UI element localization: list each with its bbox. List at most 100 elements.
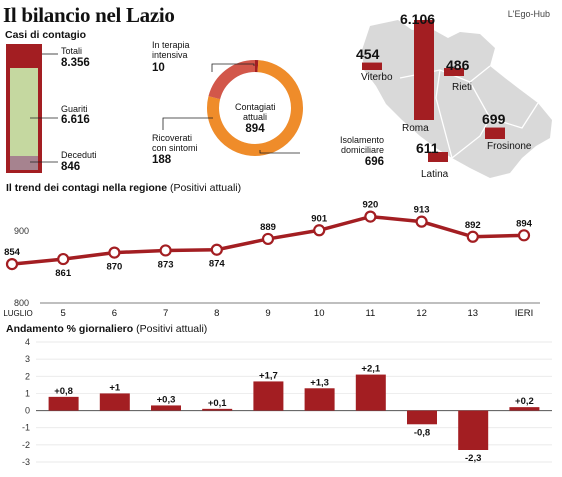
trend-category-8: 12	[416, 308, 427, 319]
trend-point-1	[57, 252, 70, 266]
terapia-label-1: In terapia	[152, 40, 190, 50]
map-bar-frosinone	[485, 127, 505, 139]
daily-ytick-6: -2	[22, 440, 30, 450]
trend-data-label-8: 913	[414, 205, 430, 216]
trend-category-5: 9	[265, 308, 270, 319]
daily-ytick-3: 1	[25, 388, 30, 398]
trend-point-5	[261, 232, 275, 246]
map-name-viterbo: Viterbo	[361, 72, 393, 83]
trend-category-1: 5	[61, 308, 66, 319]
map-bar-latina	[428, 151, 448, 162]
daily-data-label-9: +0,2	[515, 396, 534, 407]
totali-label: Totali	[61, 46, 83, 56]
daily-data-label-8: -2,3	[465, 453, 481, 464]
ricoverati-label-1: Ricoverati	[152, 133, 193, 143]
brand-credit: L'Ego-Hub	[507, 9, 550, 19]
isolamento-value: 696	[364, 156, 384, 168]
donut-center-line2: attuali	[242, 112, 268, 122]
trend-point-10	[517, 229, 531, 242]
map-bar-roma	[414, 20, 434, 120]
map-bars	[362, 20, 505, 162]
trend-data-label-9: 892	[465, 220, 481, 231]
trend-category-2: 6	[112, 308, 117, 319]
trend-category-6: 10	[314, 308, 325, 319]
daily-title: Andamento % giornaliero (Positivi attual…	[6, 323, 208, 335]
trend-category-7: 11	[365, 308, 375, 319]
daily-data-label-6: +2,1	[361, 364, 380, 375]
trend-line-chart: 800 900 854 LUGLIO 861 5 870 6 873 7 874 8 889 9 901 10…	[3, 200, 540, 319]
map-name-rieti: Rieti	[452, 82, 473, 93]
daily-bar-1	[99, 393, 130, 411]
map-name-roma: Roma	[402, 123, 429, 134]
trend-data-label-7: 920	[362, 200, 378, 211]
casi-bar	[6, 44, 58, 173]
ricoverati-value: 188	[152, 154, 172, 166]
trend-category-10: IERI	[515, 308, 533, 319]
trend-ytick-0: 800	[14, 298, 29, 308]
trend-point-9	[466, 230, 479, 243]
trend-category-9: 13	[468, 308, 479, 319]
terapia-value: 10	[152, 62, 165, 74]
trend-data-label-6: 901	[311, 213, 328, 224]
donut-center-value: 894	[245, 123, 265, 135]
daily-data-label-5: +1,3	[310, 377, 329, 388]
trend-point-2	[108, 246, 121, 259]
daily-ytick-0: 4	[25, 337, 30, 347]
page-title: Il bilancio nel Lazio	[3, 3, 175, 27]
trend-data-label-10: 894	[516, 218, 533, 229]
trend-point-7	[364, 210, 377, 223]
totali-value: 8.356	[61, 57, 90, 69]
daily-data-label-3: +0,1	[208, 398, 227, 409]
trend-data-label-3: 873	[158, 259, 174, 270]
trend-data-label-0: 854	[4, 247, 21, 258]
map-value-viterbo: 454	[356, 46, 380, 62]
donut-segment-ricoverati	[208, 60, 256, 100]
daily-bar-6	[355, 374, 386, 411]
casi-guariti-bar	[10, 68, 38, 156]
lazio-map	[362, 20, 552, 178]
daily-bar-3	[202, 408, 233, 411]
trend-point-0	[5, 258, 19, 271]
daily-data-label-2: +0,3	[157, 394, 176, 405]
casi-deceduti-bar	[10, 156, 38, 170]
casi-title: Casi di contagio	[5, 29, 87, 41]
daily-bar-9	[509, 407, 540, 411]
map-name-latina: Latina	[421, 169, 449, 180]
daily-bar-5	[304, 388, 335, 411]
trend-point-8	[415, 215, 428, 228]
trend-point-4	[210, 243, 223, 256]
daily-ytick-2: 2	[25, 371, 30, 381]
daily-ytick-1: 3	[25, 354, 30, 364]
deceduti-value: 846	[61, 161, 81, 173]
daily-data-label-0: +0,8	[54, 386, 73, 397]
map-value-frosinone: 699	[482, 111, 506, 127]
daily-ytick-4: 0	[25, 406, 30, 416]
trend-data-label-1: 861	[55, 268, 72, 279]
map-name-frosinone: Frosinone	[487, 141, 532, 152]
daily-data-label-7: -0,8	[414, 427, 430, 438]
trend-category-4: 8	[214, 308, 219, 319]
trend-ytick-1: 900	[14, 226, 29, 236]
guariti-label: Guariti	[61, 104, 88, 114]
guariti-value: 6.616	[61, 114, 90, 126]
daily-ytick-7: -3	[22, 457, 30, 467]
map-bar-viterbo	[362, 62, 382, 70]
trend-point-6	[313, 224, 326, 237]
trend-data-label-2: 870	[106, 262, 122, 273]
donut-center-line1: Contagiati	[235, 102, 276, 112]
daily-bar-8	[458, 410, 489, 450]
map-value-latina: 611	[416, 140, 439, 156]
daily-ytick-5: -1	[22, 423, 30, 433]
trend-category-0: LUGLIO	[3, 309, 32, 318]
map-value-rieti: 486	[446, 57, 470, 73]
map-bar-rieti	[444, 68, 464, 76]
trend-data-label-5: 889	[260, 222, 276, 233]
daily-data-label-1: +1	[109, 382, 121, 393]
terapia-label-2: intensiva	[152, 50, 188, 60]
deceduti-label: Deceduti	[61, 150, 97, 160]
daily-data-label-4: +1,7	[259, 370, 278, 381]
daily-bar-4	[253, 381, 284, 411]
daily-bar-chart: 4 3 2 1 0 -1 -2 -3 +0,8 +1 +0,3 +0,1 +1,7 +1,3 +2,1 -0,…	[22, 337, 552, 467]
trend-title: Il trend dei contagi nella regione (Posi…	[6, 182, 242, 194]
